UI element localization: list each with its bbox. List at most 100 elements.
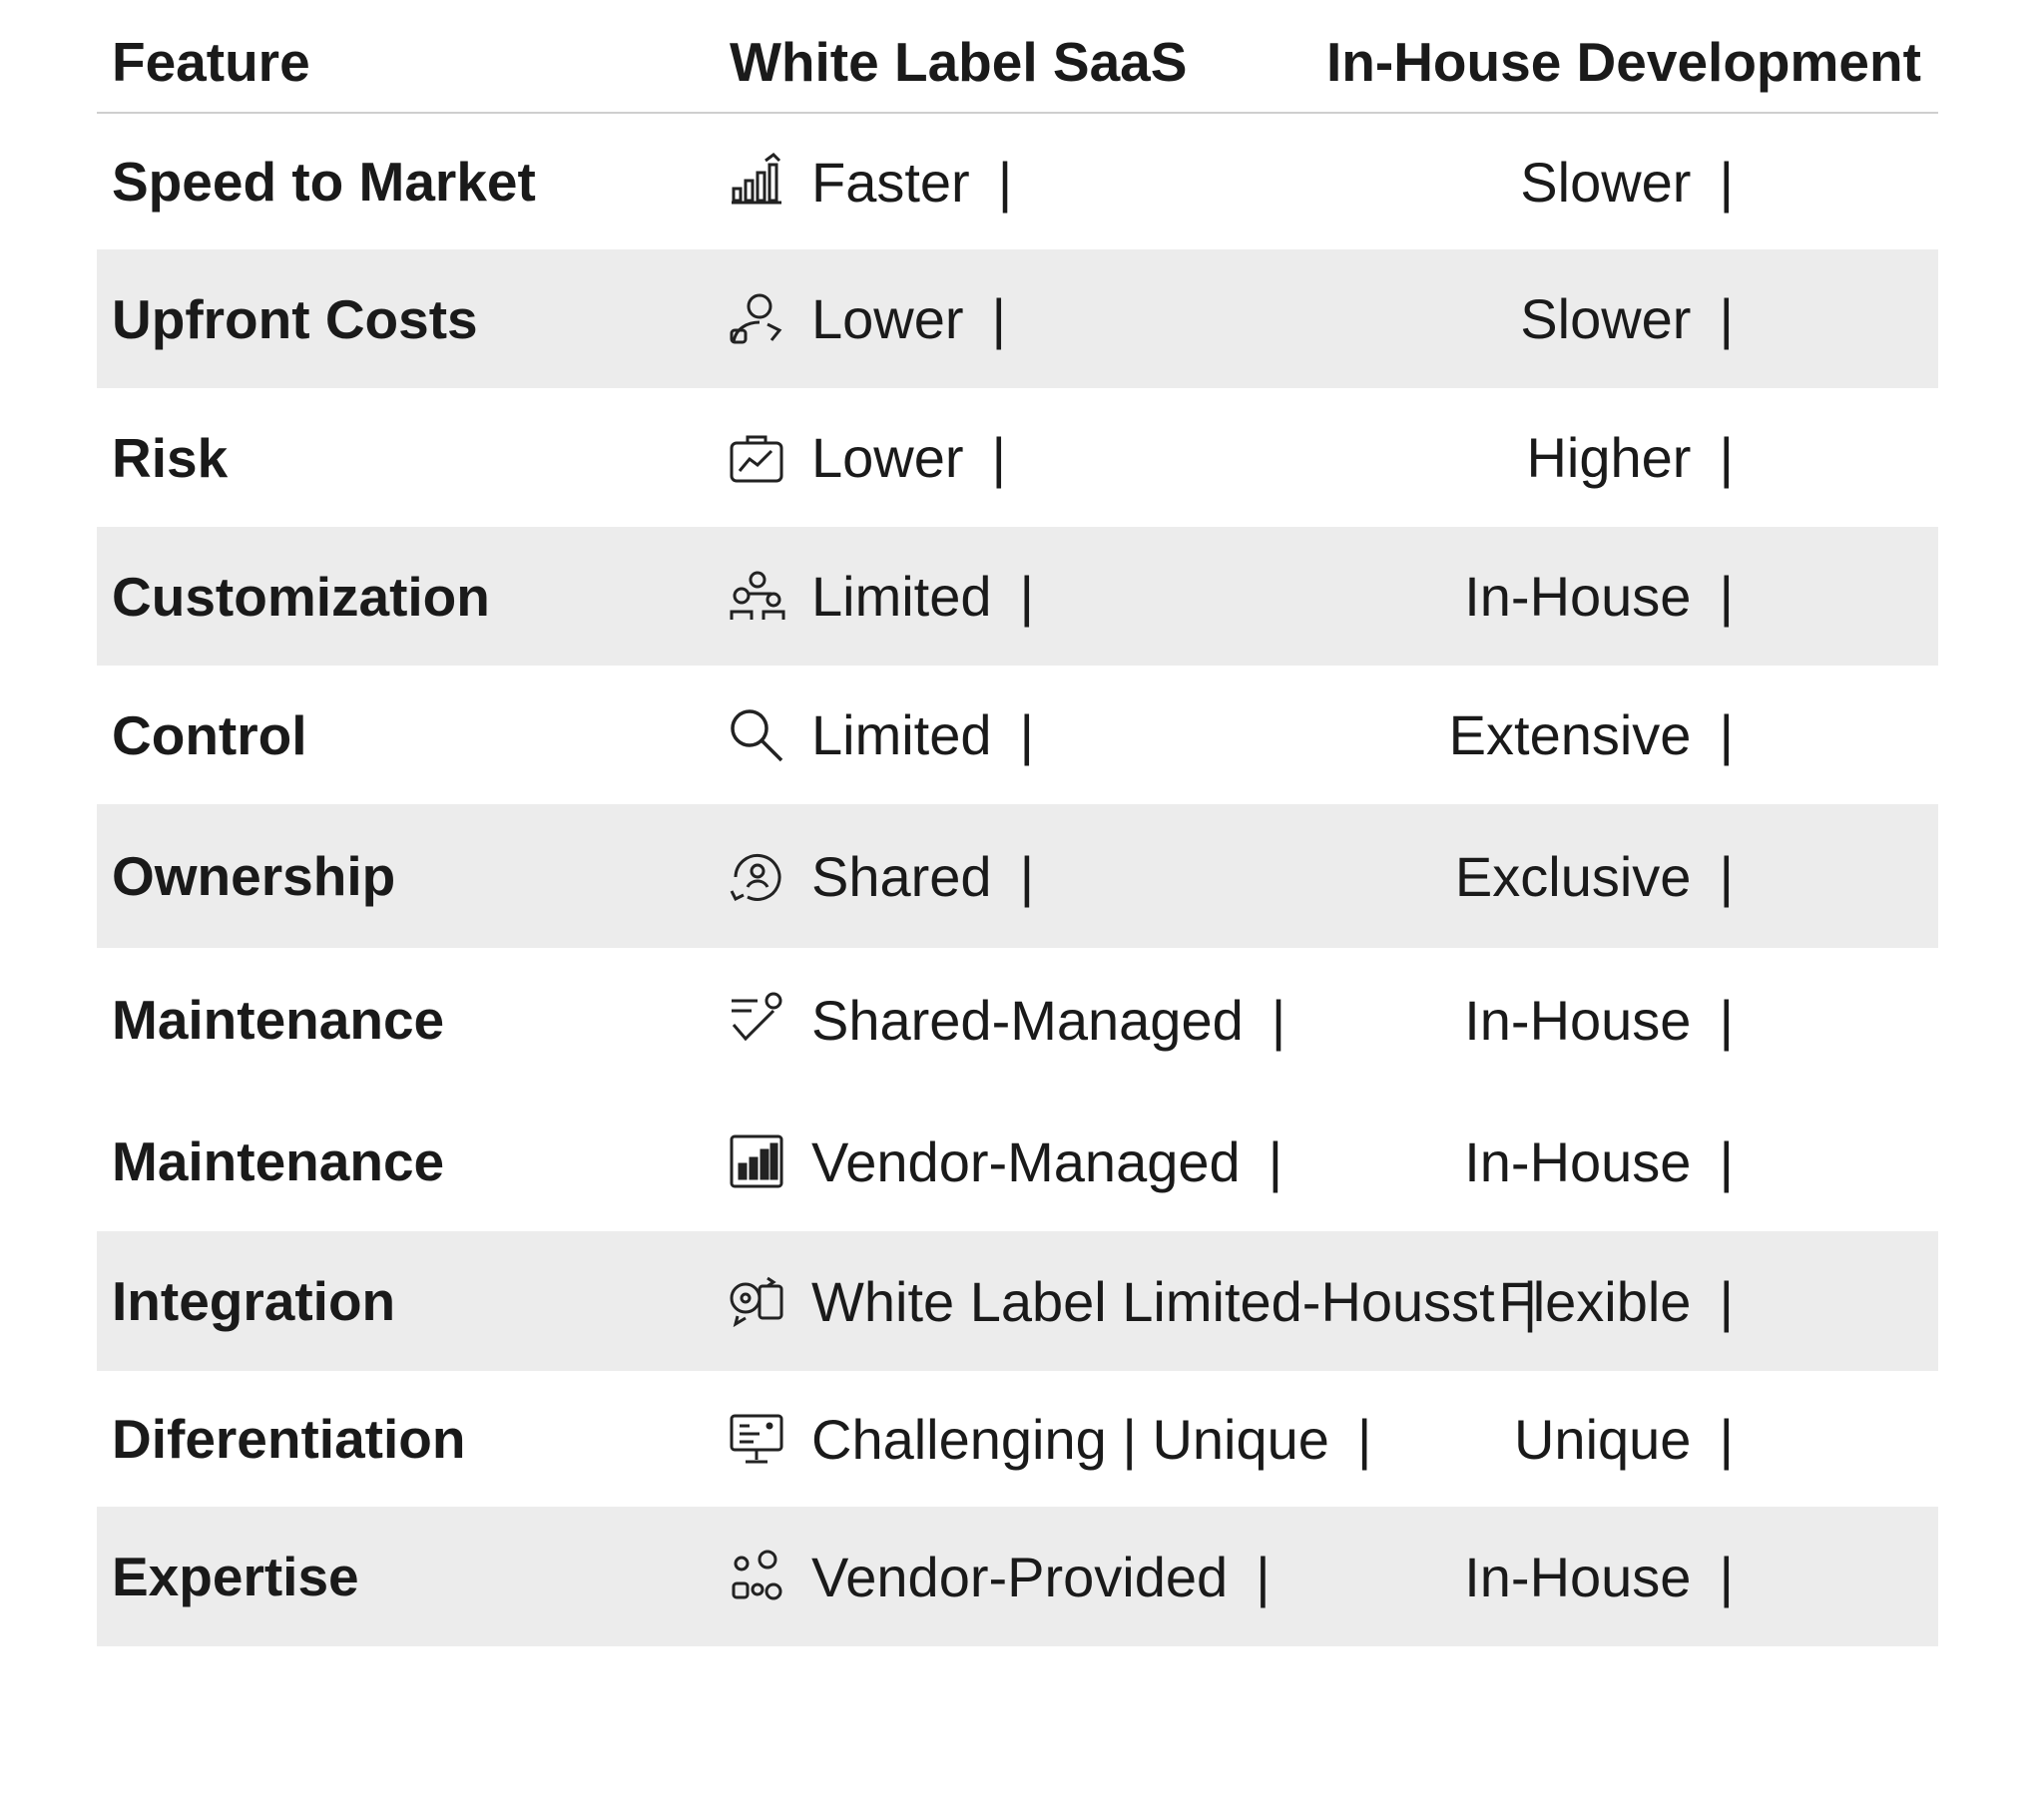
table-row: Control Limited | Extensive | — [97, 666, 1938, 804]
white-label-cell: Shared-Managed | — [728, 948, 1285, 1092]
in-house-cell: Exclusive | — [1455, 804, 1734, 948]
table-row: Speed to Market Faster | Slower | — [97, 114, 1938, 249]
table-row: Risk Lower | Higher | — [97, 388, 1938, 527]
in-house-value: Exclusive — [1454, 844, 1692, 908]
in-house-value: Unique — [1513, 1407, 1692, 1471]
white-label-cell: Faster | — [728, 114, 1012, 249]
separator: | — [1019, 844, 1035, 908]
search-icon — [728, 706, 785, 764]
white-label-cell: White Label Limited-Housst | — [728, 1231, 1537, 1371]
separator: | — [1719, 1545, 1734, 1608]
separator: | — [991, 287, 1007, 350]
feature-cell: Maintenance — [112, 1130, 445, 1192]
separator: | — [1719, 1407, 1734, 1471]
in-house-value: In-House — [1464, 565, 1692, 628]
in-house-value: In-House — [1464, 1129, 1692, 1193]
table-row: Upfront Costs Lower | Slower | — [97, 249, 1938, 388]
separator: | — [1719, 844, 1734, 908]
header-white-label-saas: White Label SaaS — [730, 31, 1188, 93]
in-house-value: Flexible — [1498, 1269, 1692, 1333]
white-label-value: Limited — [811, 703, 992, 766]
separator: | — [991, 426, 1007, 489]
in-house-cell: Unique | — [1514, 1371, 1734, 1507]
analytics-chart-icon — [728, 1132, 785, 1190]
feature-cell: Integration — [112, 1270, 396, 1332]
header-feature: Feature — [112, 31, 310, 93]
in-house-value: Slower — [1520, 287, 1692, 350]
in-house-cell: In-House | — [1464, 948, 1734, 1092]
table-row: Expertise Vendor-Provided | In-House | — [97, 1507, 1938, 1646]
separator: | — [1719, 565, 1734, 628]
white-label-cell: Shared | — [728, 804, 1034, 948]
white-label-cell: Lower | — [728, 249, 1006, 388]
table-row: Maintenance Shared-Managed | In-House | — [97, 948, 1938, 1092]
white-label-value: Vendor-Provided — [811, 1545, 1229, 1608]
white-label-cell: Vendor-Provided | — [728, 1507, 1271, 1646]
separator: | — [1522, 1269, 1538, 1333]
separator: | — [1719, 150, 1734, 214]
feature-cell: Control — [112, 703, 307, 766]
bar-chart-growth-icon — [728, 153, 785, 211]
white-label-cell: Challenging | Unique | — [728, 1371, 1371, 1507]
white-label-value: White Label Limited-Housst — [811, 1269, 1495, 1333]
separator: | — [1719, 1269, 1734, 1333]
in-house-value: In-House — [1464, 988, 1692, 1052]
in-house-cell: Higher | — [1526, 388, 1734, 527]
table-row: Customization Limited | In-House | — [97, 527, 1938, 666]
header-in-house-development: In-House Development — [1326, 31, 1921, 93]
comparison-table: Feature White Label SaaS In-House Develo… — [97, 0, 1938, 1646]
separator: | — [1719, 703, 1734, 766]
feature-cell: Expertise — [112, 1546, 359, 1607]
feature-cell: Upfront Costs — [112, 287, 478, 350]
integration-chat-icon — [728, 1272, 785, 1330]
table-row: Integration White Label Limited-Housst |… — [97, 1231, 1938, 1371]
monitor-icon — [728, 1410, 785, 1468]
in-house-cell: Slower | — [1520, 114, 1734, 249]
team-users-icon — [728, 568, 785, 626]
in-house-value: In-House — [1464, 1545, 1692, 1608]
feature-cell: Risk — [112, 426, 229, 489]
feature-cell: Speed to Market — [112, 151, 536, 213]
in-house-cell: Flexible | — [1498, 1231, 1734, 1371]
separator: | — [1019, 565, 1035, 628]
table-header: Feature White Label SaaS In-House Develo… — [97, 0, 1938, 114]
white-label-cell: Lower | — [728, 388, 1006, 527]
in-house-value: Higher — [1526, 426, 1692, 489]
feature-cell: Maintenance — [112, 989, 445, 1051]
white-label-value: Lower — [811, 426, 964, 489]
feature-cell: Customization — [112, 565, 490, 628]
in-house-value: Extensive — [1448, 703, 1692, 766]
white-label-value: Shared-Managed — [811, 988, 1244, 1052]
separator: | — [1719, 287, 1734, 350]
people-group-icon — [728, 1548, 785, 1605]
in-house-value: Slower — [1520, 150, 1692, 214]
user-support-icon — [728, 290, 785, 348]
table-row: Maintenance Vendor-Managed | In-House | — [97, 1092, 1938, 1231]
briefcase-chart-icon — [728, 429, 785, 487]
white-label-value: Shared — [811, 844, 992, 908]
feature-cell: Diferentiation — [112, 1408, 466, 1470]
feature-cell: Ownership — [112, 845, 396, 907]
separator: | — [1719, 988, 1734, 1052]
white-label-value: Limited — [811, 565, 992, 628]
table-row: Diferentiation Challenging | Unique | Un… — [97, 1371, 1938, 1507]
separator: | — [1271, 988, 1286, 1052]
white-label-cell: Limited | — [728, 527, 1034, 666]
white-label-value: Faster — [811, 150, 970, 214]
separator: | — [1719, 1129, 1734, 1193]
white-label-value: Vendor-Managed — [811, 1129, 1241, 1193]
in-house-cell: In-House | — [1464, 1507, 1734, 1646]
separator: | — [1356, 1407, 1372, 1471]
in-house-cell: In-House | — [1464, 1092, 1734, 1231]
cycle-user-icon — [728, 847, 785, 905]
separator: | — [1268, 1129, 1283, 1193]
separator: | — [997, 150, 1013, 214]
white-label-value: Lower — [811, 287, 964, 350]
white-label-cell: Vendor-Managed | — [728, 1092, 1282, 1231]
in-house-cell: In-House | — [1464, 527, 1734, 666]
table-row: Ownership Shared | Exclusive | — [97, 804, 1938, 948]
separator: | — [1719, 426, 1734, 489]
white-label-value: Challenging | Unique — [811, 1407, 1329, 1471]
in-house-cell: Slower | — [1520, 249, 1734, 388]
checklist-icon — [728, 991, 785, 1049]
